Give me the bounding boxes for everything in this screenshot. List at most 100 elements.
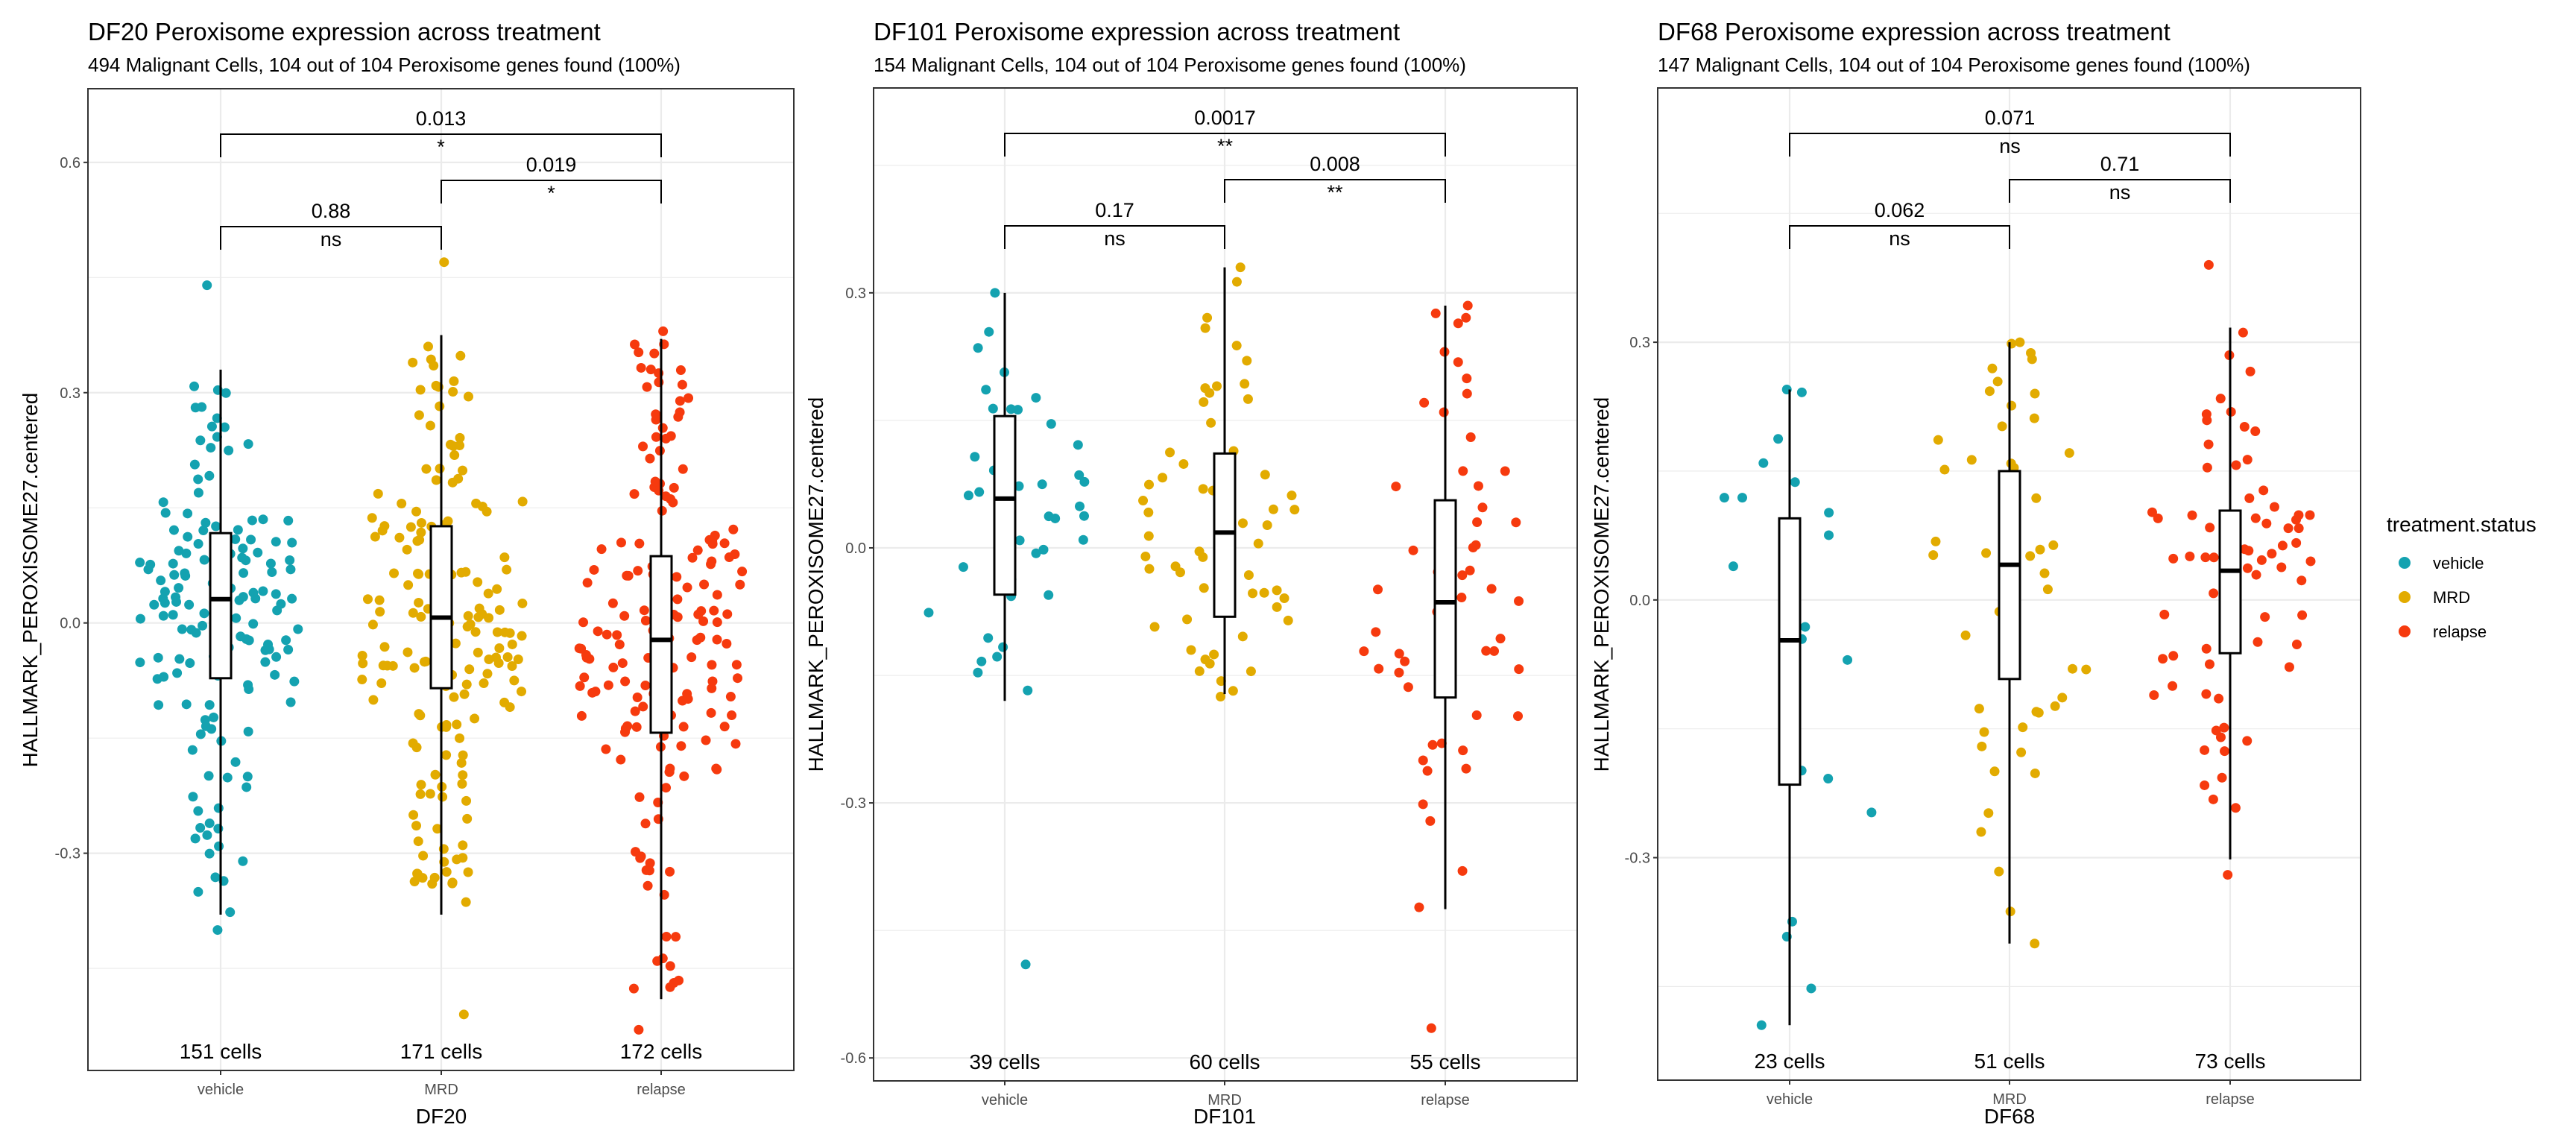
x-tick-label: MRD xyxy=(424,1082,458,1098)
data-point-relapse xyxy=(1465,565,1475,575)
data-point-mrd xyxy=(461,679,472,690)
data-point-relapse xyxy=(2200,745,2210,755)
data-point-relapse xyxy=(2208,794,2218,804)
data-point-mrd xyxy=(429,872,440,883)
data-point-vehicle xyxy=(271,652,282,662)
data-point-mrd xyxy=(464,664,475,675)
data-point-mrd xyxy=(2007,338,2017,349)
data-point-mrd xyxy=(517,598,528,608)
data-point-relapse xyxy=(707,556,717,567)
data-point-vehicle xyxy=(214,841,224,851)
data-point-relapse xyxy=(2251,570,2261,580)
data-point-mrd xyxy=(1931,536,1941,546)
data-point-relapse xyxy=(1456,593,1467,603)
data-point-relapse xyxy=(682,582,692,593)
data-point-mrd xyxy=(461,795,472,806)
cell-count-label: 39 cells xyxy=(970,1050,1041,1073)
data-point-mrd xyxy=(413,568,423,578)
data-point-relapse xyxy=(1408,545,1418,555)
y-tick-label: 0.0 xyxy=(845,540,866,557)
data-point-relapse xyxy=(630,706,640,716)
x-tick-label: relapse xyxy=(1421,1092,1470,1108)
data-point-vehicle xyxy=(260,645,271,655)
data-point-relapse xyxy=(1418,755,1428,766)
data-point-vehicle xyxy=(206,421,217,432)
data-point-mrd xyxy=(447,877,458,888)
data-point-vehicle xyxy=(174,583,184,593)
data-point-relapse xyxy=(1472,517,1483,528)
data-point-vehicle xyxy=(197,402,207,412)
data-point-relapse xyxy=(675,407,685,417)
legend: treatment.status vehicle MRD relapse xyxy=(2387,513,2536,641)
data-point-relapse xyxy=(2239,544,2250,555)
data-point-relapse xyxy=(678,722,689,732)
data-point-relapse xyxy=(633,566,643,576)
data-point-relapse xyxy=(2217,772,2227,783)
data-point-vehicle xyxy=(209,712,219,722)
data-point-relapse xyxy=(2260,612,2270,622)
data-point-vehicle xyxy=(1756,1020,1767,1030)
data-point-vehicle xyxy=(219,422,230,432)
data-point-mrd xyxy=(405,522,416,532)
data-point-relapse xyxy=(617,658,628,669)
data-point-vehicle xyxy=(1078,534,1088,545)
data-point-mrd xyxy=(374,595,385,605)
x-axis-title: DF101 xyxy=(1193,1105,1256,1128)
x-tick-label: relapse xyxy=(637,1082,686,1098)
data-point-relapse xyxy=(638,701,648,712)
data-point-mrd xyxy=(1198,484,1208,494)
data-point-mrd xyxy=(435,464,445,474)
data-point-relapse xyxy=(722,609,733,619)
data-point-vehicle xyxy=(202,830,212,840)
data-point-mrd xyxy=(397,498,407,508)
data-point-relapse xyxy=(668,497,678,508)
data-point-mrd xyxy=(2030,768,2040,778)
data-point-vehicle xyxy=(135,613,145,624)
data-point-relapse xyxy=(2245,366,2255,376)
data-point-mrd xyxy=(1206,417,1216,428)
cell-count-label: 171 cells xyxy=(400,1040,483,1063)
data-point-vehicle xyxy=(206,443,216,453)
data-point-relapse xyxy=(575,681,585,691)
data-point-vehicle xyxy=(169,570,180,580)
data-point-relapse xyxy=(657,423,668,433)
data-point-relapse xyxy=(1513,711,1524,722)
data-point-vehicle xyxy=(204,470,215,481)
data-point-vehicle xyxy=(193,806,203,816)
data-point-mrd xyxy=(1194,546,1205,557)
p-value-label: 0.71 xyxy=(2100,153,2140,175)
data-point-relapse xyxy=(675,365,686,376)
data-point-mrd xyxy=(1228,686,1238,696)
x-tick-label: vehicle xyxy=(198,1082,244,1098)
data-point-vehicle xyxy=(981,385,991,395)
data-point-mrd xyxy=(1287,491,1297,501)
data-point-relapse xyxy=(638,441,648,452)
data-point-mrd xyxy=(448,387,458,397)
data-point-relapse xyxy=(603,680,613,690)
panel-title: DF20 Peroxisome expression across treatm… xyxy=(88,18,601,45)
data-point-vehicle xyxy=(243,439,253,450)
data-point-mrd xyxy=(499,552,510,563)
data-point-vehicle xyxy=(168,525,179,535)
data-point-mrd xyxy=(458,770,468,780)
panel-subtitle: 494 Malignant Cells, 104 out of 104 Pero… xyxy=(88,54,681,76)
box-relapse xyxy=(649,555,673,734)
data-point-relapse xyxy=(587,687,598,698)
data-point-relapse xyxy=(640,818,651,829)
data-point-mrd xyxy=(411,742,422,753)
data-point-relapse xyxy=(634,1024,644,1035)
data-point-relapse xyxy=(1426,1023,1436,1033)
data-point-vehicle xyxy=(974,487,985,497)
data-point-relapse xyxy=(2220,746,2230,757)
data-point-vehicle xyxy=(1079,476,1090,487)
data-point-vehicle xyxy=(963,491,973,501)
data-point-relapse xyxy=(636,362,646,373)
data-point-relapse xyxy=(1418,799,1428,810)
p-value-label: 0.071 xyxy=(1985,107,2036,129)
data-point-vehicle xyxy=(1079,511,1090,521)
data-point-vehicle xyxy=(1790,477,1800,488)
data-point-mrd xyxy=(1260,470,1270,480)
data-point-vehicle xyxy=(230,757,241,767)
data-point-mrd xyxy=(1989,766,2000,777)
data-point-relapse xyxy=(2209,552,2219,563)
